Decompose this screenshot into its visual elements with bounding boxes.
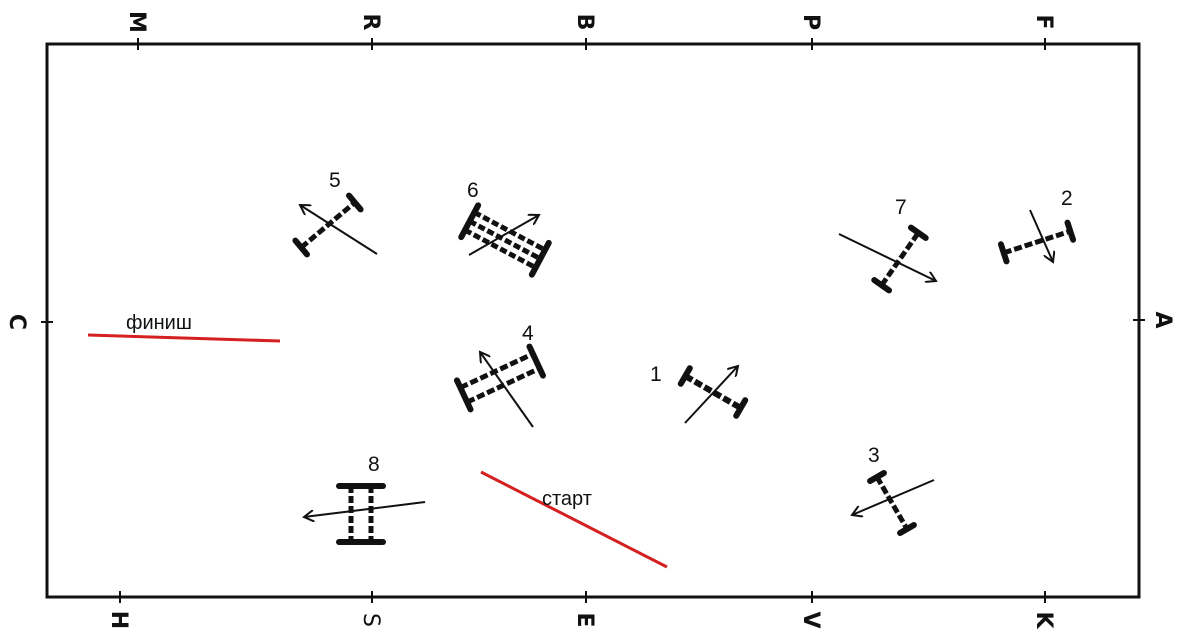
arena-letter-r: R: [358, 14, 383, 31]
figure-4-number: 4: [522, 322, 534, 345]
arena-letter-k: K: [1031, 611, 1056, 629]
figure-8-number: 8: [368, 453, 380, 476]
arena-letter-p: P: [798, 14, 823, 30]
figure-4: 4: [453, 322, 547, 428]
finish-label: финиш: [126, 312, 192, 334]
arena-letter-e: E: [572, 612, 597, 627]
arena-letter-s: S: [358, 613, 383, 627]
start-label: старт: [542, 488, 592, 510]
figure-5: 5: [292, 169, 378, 258]
arena-letter-c: C: [4, 314, 29, 330]
figure-7: 7: [838, 196, 936, 294]
arena-letter-a: A: [1150, 311, 1175, 328]
arena-border: [45, 42, 1141, 599]
tick-marks: [41, 38, 1145, 603]
figure-5-number: 5: [329, 169, 341, 192]
finish-line: [87, 333, 281, 343]
arena-letter-b: B: [572, 14, 597, 31]
arena-letter-f: F: [1031, 14, 1056, 29]
arena-letter-h: H: [106, 611, 131, 629]
figure-7-number: 7: [895, 196, 907, 219]
figure-6-number: 6: [467, 179, 479, 202]
figure-8: 8: [304, 453, 426, 545]
figure-2: 2: [997, 187, 1077, 265]
figure-3: 3: [852, 444, 935, 536]
figure-6: 6: [458, 179, 552, 278]
figure-3-number: 3: [868, 444, 880, 467]
start-line: [480, 470, 668, 569]
figure-1-number: 1: [650, 363, 662, 386]
figure-2-number: 2: [1061, 187, 1073, 210]
arena-letter-m: M: [124, 11, 149, 33]
arena-letter-v: V: [798, 611, 823, 628]
figure-1: 1: [650, 363, 749, 424]
